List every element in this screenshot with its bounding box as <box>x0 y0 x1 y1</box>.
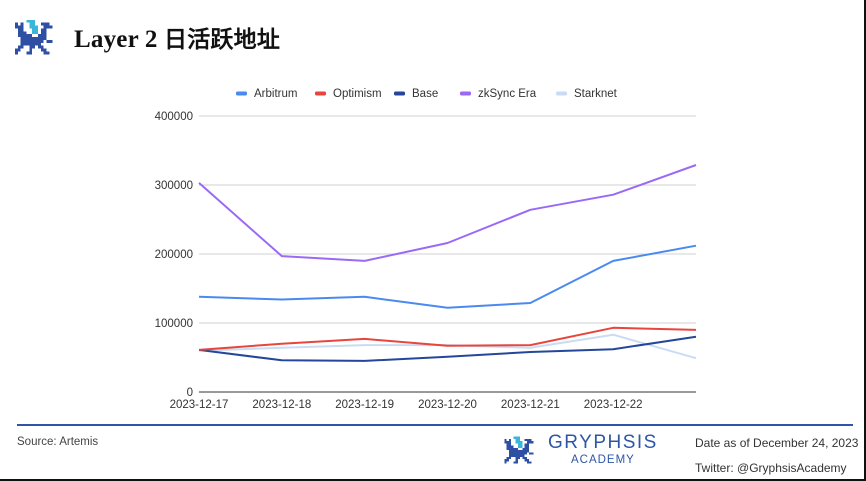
source-label: Source: Artemis <box>17 436 99 448</box>
legend-swatch-icon <box>236 91 247 96</box>
x-tick-label: 2023-12-22 <box>584 399 643 411</box>
legend-item-arbitrum[interactable]: Arbitrum <box>236 88 297 100</box>
x-tick-label: 2023-12-18 <box>252 399 311 411</box>
brand-subtitle: ACADEMY <box>570 454 635 466</box>
footer-divider <box>17 424 853 426</box>
legend-label: Arbitrum <box>254 88 297 100</box>
x-tick-label: 2023-12-17 <box>170 399 229 411</box>
y-tick-label: 100000 <box>155 318 193 330</box>
gryphon-brand-icon <box>504 436 534 464</box>
title-cjk: 日活跃地址 <box>164 27 281 53</box>
series-line-base <box>198 335 697 362</box>
date-label: Date as of December 24, 2023 <box>695 436 859 450</box>
legend-item-starknet[interactable]: Starknet <box>556 88 618 100</box>
series-lines <box>198 164 697 362</box>
legend-swatch-icon <box>460 91 471 96</box>
y-tick-label: 0 <box>187 387 193 399</box>
legend-label: Base <box>412 88 438 100</box>
gridlines: 0 100000 200000 300000 400000 <box>155 111 696 399</box>
twitter-handle: Twitter: @GryphsisAcademy <box>695 461 847 475</box>
gryphon-logo-icon <box>14 19 53 55</box>
series-line-zksync-era <box>198 164 697 262</box>
legend-label: Optimism <box>333 88 382 100</box>
legend-item-base[interactable]: Base <box>394 88 438 100</box>
legend-swatch-icon <box>394 91 405 96</box>
legend: Arbitrum Optimism Base zkSync Era Starknet <box>236 88 618 100</box>
y-tick-label: 300000 <box>155 180 193 192</box>
page-title: Layer 2 日活跃地址 <box>74 20 280 54</box>
brand-logo-block: GRYPHSIS ACADEMY <box>502 432 658 468</box>
series-line-arbitrum <box>198 244 697 309</box>
legend-item-zksync-era[interactable]: zkSync Era <box>460 88 537 100</box>
title-latin: Layer 2 <box>74 26 165 53</box>
legend-swatch-icon <box>556 91 567 96</box>
legend-swatch-icon <box>315 91 326 96</box>
x-tick-label: 2023-12-21 <box>501 399 560 411</box>
x-tick-label: 2023-12-19 <box>335 399 394 411</box>
legend-label: zkSync Era <box>478 88 537 100</box>
legend-item-optimism[interactable]: Optimism <box>315 88 382 100</box>
y-tick-label: 400000 <box>155 111 193 123</box>
series-line-optimism <box>198 326 697 351</box>
x-axis-labels: 2023-12-17 2023-12-18 2023-12-19 2023-12-20… <box>170 399 643 411</box>
brand-name: GRYPHSIS <box>548 432 658 453</box>
y-tick-label: 200000 <box>155 249 193 261</box>
brand-text: GRYPHSIS ACADEMY <box>548 433 658 467</box>
legend-label: Starknet <box>574 88 618 100</box>
x-tick-label: 2023-12-20 <box>418 399 477 411</box>
header: Layer 2 日活跃地址 <box>12 14 280 60</box>
